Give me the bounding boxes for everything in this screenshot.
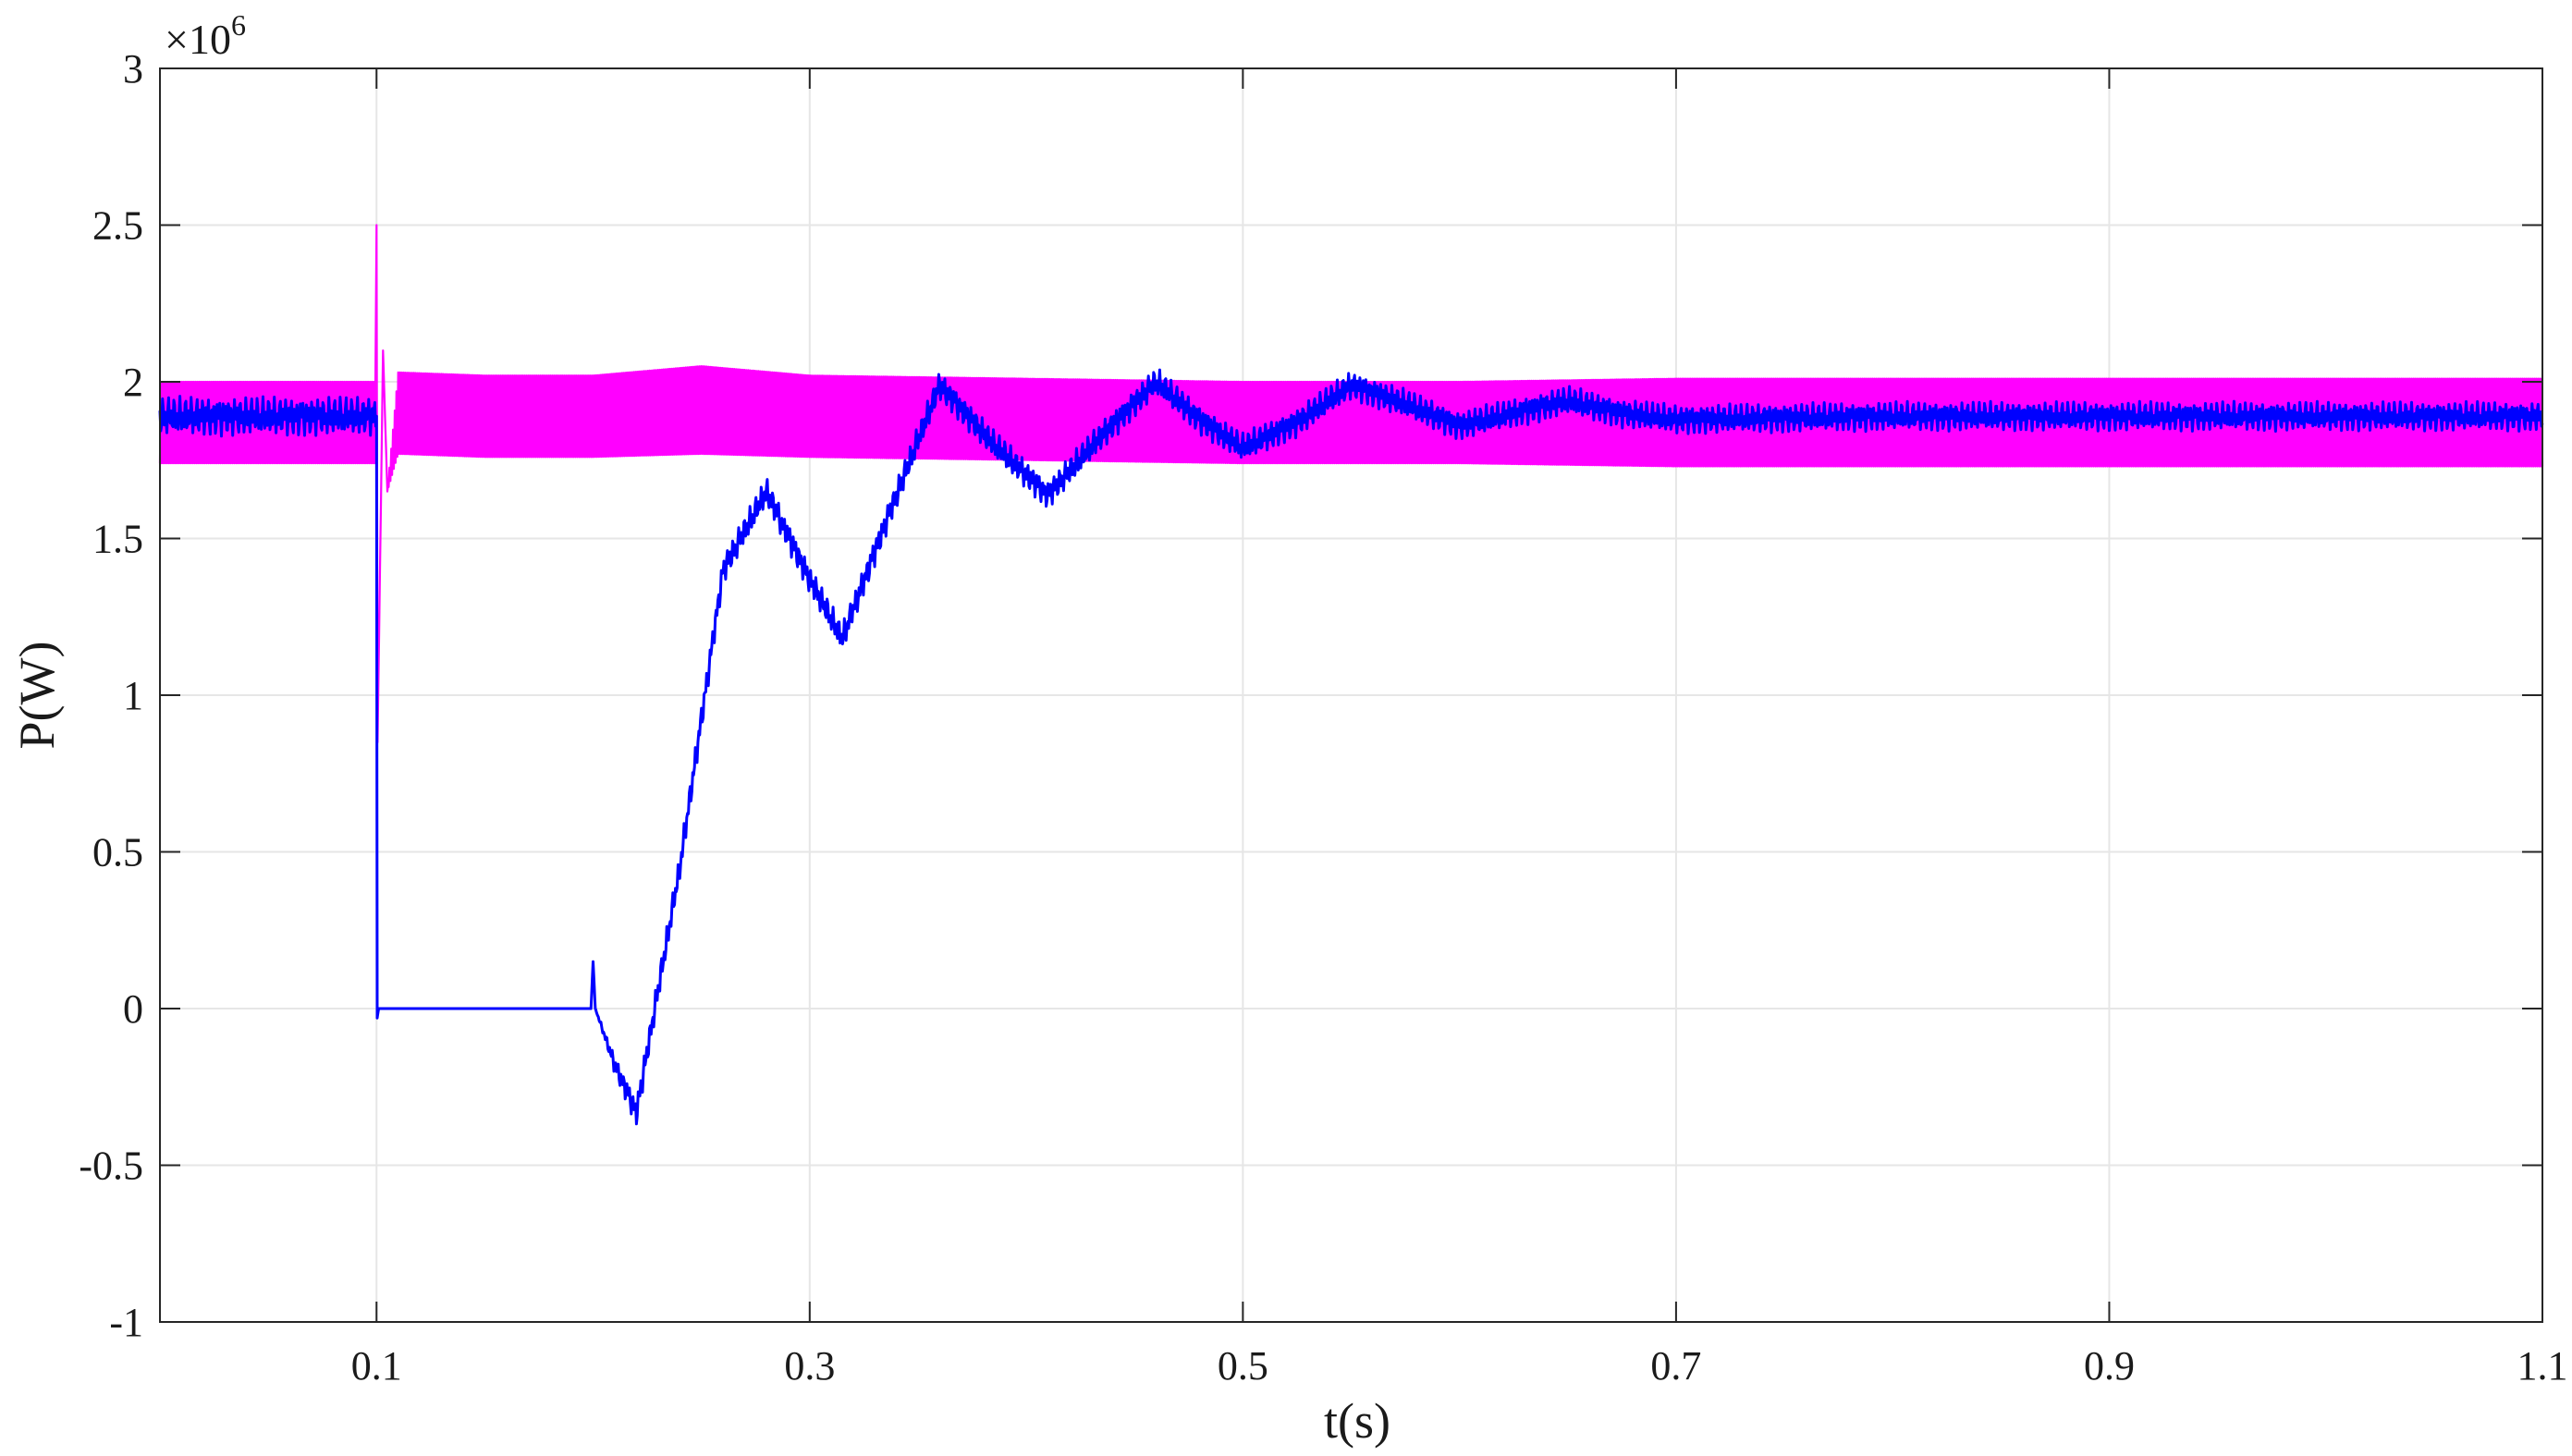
y-axis-label: P(W) — [9, 642, 65, 750]
x-tick-label: 1.1 — [2517, 1343, 2568, 1389]
y-tick-label: 2 — [123, 360, 143, 405]
ticks — [160, 67, 2543, 1323]
y-tick-label: 0.5 — [92, 830, 143, 875]
y-tick-label: -0.5 — [79, 1144, 143, 1189]
series-layer — [158, 224, 2544, 1126]
series-blue-line — [158, 368, 2544, 1126]
x-axis-label: t(s) — [1324, 1393, 1390, 1449]
y-tick-label: 1 — [123, 673, 143, 718]
y-multiplier-label: ×106 — [165, 8, 246, 63]
x-tick-label: 0.1 — [351, 1343, 402, 1389]
y-tick-label: -1 — [109, 1300, 143, 1345]
x-tick-label: 0.5 — [1218, 1343, 1268, 1389]
x-tick-label: 0.9 — [2084, 1343, 2135, 1389]
x-tick-label: 0.3 — [784, 1343, 835, 1389]
y-tick-label: 3 — [123, 46, 143, 92]
series-magenta-line — [158, 224, 2544, 744]
tick-labels: 0.1 0.3 0.5 0.7 0.9 1.1 -1 -0.5 0 0.5 1 1.5 2 2.5 3 — [79, 46, 2567, 1389]
y-tick-label: 1.5 — [92, 517, 143, 562]
y-tick-label: 0 — [123, 986, 143, 1032]
y-tick-label: 2.5 — [92, 203, 143, 249]
x-tick-label: 0.7 — [1650, 1343, 1701, 1389]
